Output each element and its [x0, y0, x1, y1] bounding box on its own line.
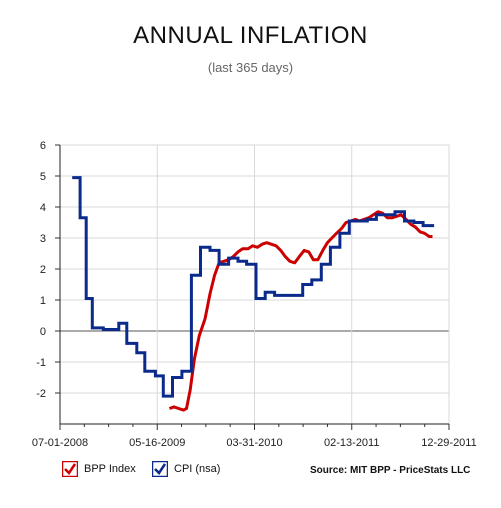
series-line-cpi-nsa	[72, 176, 435, 398]
source-note: Source: MIT BPP - PriceStats LLC	[310, 465, 471, 476]
x-tick-label: 05-16-2009	[129, 437, 185, 449]
y-tick-label: 2	[40, 264, 46, 276]
y-tick-label: 4	[40, 202, 46, 214]
chart-subtitle: (last 365 days)	[207, 60, 294, 75]
legend-checkbox-bpp[interactable]	[62, 461, 78, 477]
legend-item-cpi[interactable]: CPI (nsa)	[152, 461, 220, 477]
y-tick-label: 3	[40, 233, 46, 245]
series-line-bpp-index	[168, 210, 433, 412]
y-tick-label: 0	[40, 326, 46, 338]
y-tick-label: -2	[36, 388, 46, 400]
y-tick-label: 5	[40, 171, 46, 183]
chart-title: ANNUAL INFLATION	[133, 22, 368, 49]
y-tick-label: -1	[36, 357, 46, 369]
x-tick-label: 02-13-2011	[324, 437, 379, 449]
x-tick-label: 07-01-2008	[32, 437, 88, 449]
x-tick-label: 03-31-2010	[226, 437, 282, 449]
legend-label-cpi: CPI (nsa)	[174, 463, 221, 475]
y-tick-label: 1	[40, 295, 46, 307]
y-tick-label: 6	[40, 140, 46, 152]
legend-label-bpp: BPP Index	[84, 463, 136, 475]
legend-item-bpp[interactable]: BPP Index	[62, 461, 136, 477]
legend-checkbox-cpi[interactable]	[152, 461, 168, 477]
x-tick-label: 12-29-2011	[421, 437, 476, 449]
